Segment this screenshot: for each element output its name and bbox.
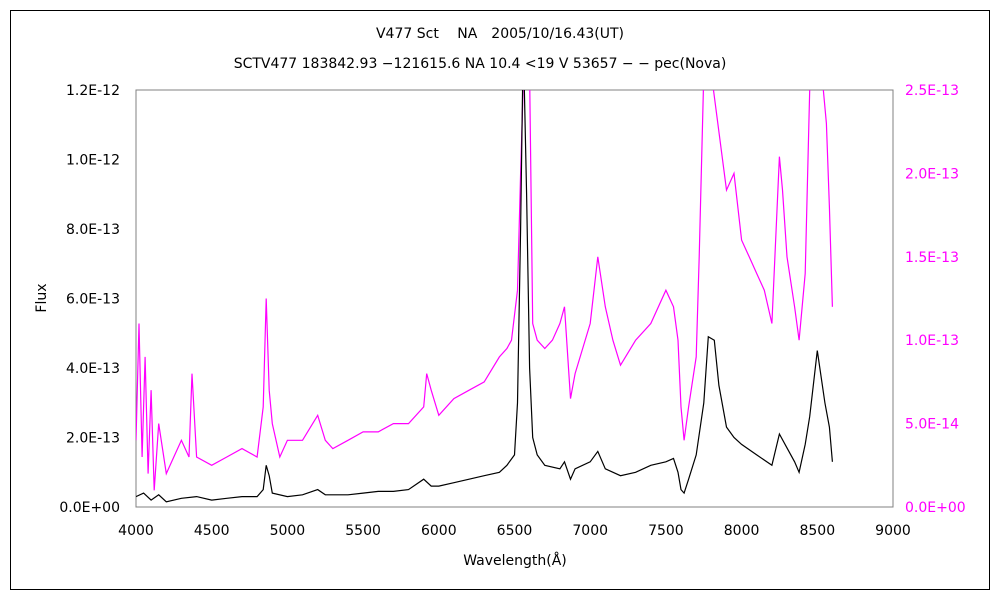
y2-tick-label: 5.0E-14 bbox=[905, 417, 959, 433]
y2-tick-label: 2.0E-13 bbox=[905, 166, 959, 182]
y-tick-label: 6.0E-13 bbox=[66, 292, 120, 308]
series-line-black bbox=[136, 90, 833, 503]
y-tick-label: 2.0E-13 bbox=[66, 431, 120, 447]
x-tick-label: 8500 bbox=[799, 523, 835, 539]
x-tick-label: 9000 bbox=[875, 523, 911, 539]
x-tick-label: 4000 bbox=[118, 523, 154, 539]
y2-tick-label: 0.0E+00 bbox=[905, 500, 966, 516]
y-tick-label: 4.0E-13 bbox=[66, 361, 120, 377]
x-tick-label: 5500 bbox=[345, 523, 381, 539]
y2-tick-label: 2.5E-13 bbox=[905, 83, 959, 99]
x-tick-label: 5000 bbox=[270, 523, 306, 539]
y-tick-label: 1.2E-12 bbox=[66, 83, 120, 99]
y-tick-label: 1.0E-12 bbox=[66, 153, 120, 169]
x-tick-label: 7000 bbox=[572, 523, 608, 539]
y-axis-label: Flux bbox=[34, 283, 50, 312]
y-tick-label: 0.0E+00 bbox=[59, 500, 120, 516]
x-tick-label: 6000 bbox=[421, 523, 457, 539]
y2-tick-label: 1.5E-13 bbox=[905, 250, 959, 266]
x-tick-label: 4500 bbox=[194, 523, 230, 539]
chart-frame bbox=[10, 10, 990, 590]
x-tick-label: 7500 bbox=[648, 523, 684, 539]
y-tick-label: 8.0E-13 bbox=[66, 222, 120, 238]
x-tick-label: 6500 bbox=[497, 523, 533, 539]
y2-tick-label: 1.0E-13 bbox=[905, 333, 959, 349]
chart-title: V477 Sct NA 2005/10/16.43(UT) bbox=[376, 26, 624, 42]
chart-subtitle: SCTV477 183842.93 −121615.6 NA 10.4 <19 … bbox=[234, 56, 727, 72]
x-axis-label: Wavelength(Å) bbox=[463, 552, 567, 569]
plot-area bbox=[135, 89, 894, 508]
x-tick-label: 8000 bbox=[724, 523, 760, 539]
series-line-magenta bbox=[136, 90, 833, 491]
